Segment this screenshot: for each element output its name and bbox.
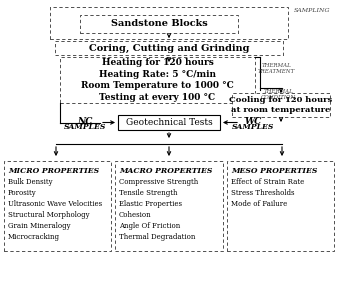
FancyBboxPatch shape [115,161,223,251]
FancyBboxPatch shape [227,161,334,251]
FancyBboxPatch shape [4,161,111,251]
FancyBboxPatch shape [55,41,283,55]
Text: THERMAL
CONDITION: THERMAL CONDITION [261,89,296,100]
Text: NC: NC [77,117,93,126]
FancyBboxPatch shape [118,115,220,130]
FancyBboxPatch shape [232,93,330,117]
Text: MICRO PROPERTIES: MICRO PROPERTIES [8,167,99,175]
Text: Cooling for 120 hours
at room temperature: Cooling for 120 hours at room temperatur… [230,96,333,114]
Text: Geotechnical Tests: Geotechnical Tests [126,118,212,127]
Text: SAMPLES: SAMPLES [232,123,274,131]
Text: Sandstone Blocks: Sandstone Blocks [111,19,208,28]
Text: Bulk Density
Porosity
Ultrasonic Wave Velocities
Structural Morphology
Grain Min: Bulk Density Porosity Ultrasonic Wave Ve… [8,178,102,241]
Text: Heating for 120 hours
Heating Rate: 5 °C/min
Room Temperature to 1000 °C
Testing: Heating for 120 hours Heating Rate: 5 °C… [81,58,234,102]
Text: Effect of Strain Rate
Stress Thresholds
Mode of Failure: Effect of Strain Rate Stress Thresholds … [231,178,304,208]
Text: SAMPLES: SAMPLES [64,123,106,131]
Text: WC: WC [244,117,262,126]
FancyBboxPatch shape [80,15,238,33]
FancyBboxPatch shape [60,57,255,103]
FancyBboxPatch shape [50,7,288,39]
Text: SAMPLING: SAMPLING [293,8,330,13]
Text: Compressive Strength
Tensile Strength
Elastic Properties
Cohesion
Angle Of Frict: Compressive Strength Tensile Strength El… [119,178,198,241]
Text: MACRO PROPERTIES: MACRO PROPERTIES [119,167,212,175]
Text: Coring, Cutting and Grinding: Coring, Cutting and Grinding [89,43,249,53]
Text: THERMAL
TREATMENT: THERMAL TREATMENT [258,63,295,74]
Text: MESO PROPERTIES: MESO PROPERTIES [231,167,317,175]
